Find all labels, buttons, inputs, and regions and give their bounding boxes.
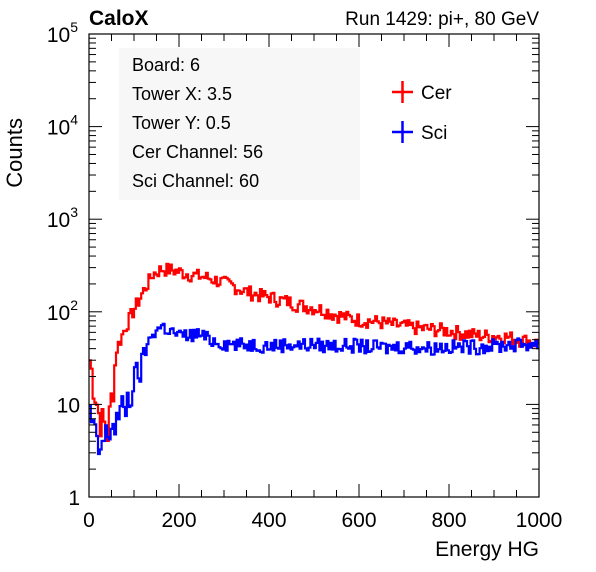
y-tick-exponent: 3: [70, 204, 78, 220]
y-tick-exponent: 2: [70, 297, 78, 313]
legend-label: Sci: [421, 123, 447, 144]
x-tick-label: 800: [431, 509, 466, 532]
y-tick-label: 102: [47, 297, 78, 325]
x-tick-label: 0: [83, 509, 95, 532]
y-tick-base: 10: [47, 302, 70, 325]
x-axis-label: Energy HG: [435, 538, 539, 561]
chart-title-left: CaloX: [89, 7, 149, 30]
y-tick-label: 103: [47, 204, 78, 232]
series-line-cer: [89, 262, 539, 442]
series-line-sci: [89, 322, 539, 456]
y-tick-base: 10: [47, 117, 70, 140]
y-tick-label: 1: [68, 487, 80, 510]
x-tick-label: 600: [341, 509, 376, 532]
x-tick-label: 1000: [516, 509, 563, 532]
info-box: [119, 48, 360, 200]
x-tick-label: 400: [251, 509, 286, 532]
y-axis-label: Counts: [2, 118, 27, 188]
y-tick-exponent: 4: [70, 112, 78, 128]
y-tick-label: 10: [57, 394, 80, 417]
chart-title-right: Run 1429: pi+, 80 GeV: [345, 9, 539, 30]
legend-label: Cer: [421, 83, 452, 104]
y-tick-exponent: 5: [70, 19, 78, 35]
info-line: Cer Channel: 56: [132, 142, 263, 162]
y-tick-base: 10: [47, 209, 70, 232]
y-tick-base: 10: [47, 24, 70, 47]
x-tick-label: 200: [161, 509, 196, 532]
y-tick-label: 105: [47, 19, 78, 47]
y-tick-label: 104: [47, 112, 78, 140]
info-line: Tower X: 3.5: [132, 84, 232, 104]
info-line: Sci Channel: 60: [132, 171, 259, 191]
info-line: Tower Y: 0.5: [132, 113, 231, 133]
info-line: Board: 6: [132, 55, 200, 75]
